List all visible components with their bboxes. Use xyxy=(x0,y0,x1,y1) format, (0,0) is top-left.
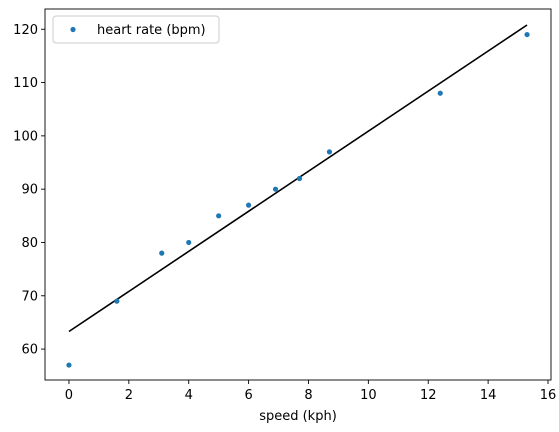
x-tick-label: 16 xyxy=(540,388,557,403)
y-tick-label: 80 xyxy=(21,236,38,251)
x-tick-label: 2 xyxy=(125,388,133,403)
x-tick-label: 4 xyxy=(185,388,193,403)
data-point xyxy=(216,213,222,219)
legend-marker xyxy=(70,26,76,33)
x-tick-label: 12 xyxy=(420,388,437,403)
y-tick-label: 70 xyxy=(21,289,38,304)
y-tick-label: 110 xyxy=(13,76,38,91)
axes-frame xyxy=(44,8,552,381)
y-tick-label: 120 xyxy=(13,23,38,38)
x-tick-label: 0 xyxy=(65,388,73,403)
data-point xyxy=(272,186,279,192)
data-point xyxy=(66,362,72,368)
y-tick-label: 100 xyxy=(13,129,38,144)
axes: 0 2 4 6 8 10 12 14 16 60 70 80 90 100 110 120 speed (kph… xyxy=(13,8,557,424)
data-point xyxy=(326,149,333,155)
legend-label: heart rate (bpm) xyxy=(97,23,206,38)
y-tick-label: 90 xyxy=(21,183,38,198)
data-point xyxy=(159,250,165,256)
x-axis-label: speed (kph) xyxy=(259,409,337,424)
x-tick-label: 10 xyxy=(360,388,377,403)
legend: heart rate (bpm) xyxy=(52,15,220,44)
data-point xyxy=(437,90,443,96)
data-point xyxy=(246,202,252,208)
x-tick-label: 8 xyxy=(304,388,312,403)
data-point xyxy=(524,31,530,38)
plot-area xyxy=(66,24,530,368)
x-tick-label: 14 xyxy=(480,388,497,403)
legend-box xyxy=(52,15,220,44)
data-point xyxy=(296,175,303,182)
data-point xyxy=(114,298,120,304)
data-point xyxy=(186,239,192,246)
x-tick-label: 6 xyxy=(244,388,252,403)
y-tick-label: 60 xyxy=(21,343,38,358)
